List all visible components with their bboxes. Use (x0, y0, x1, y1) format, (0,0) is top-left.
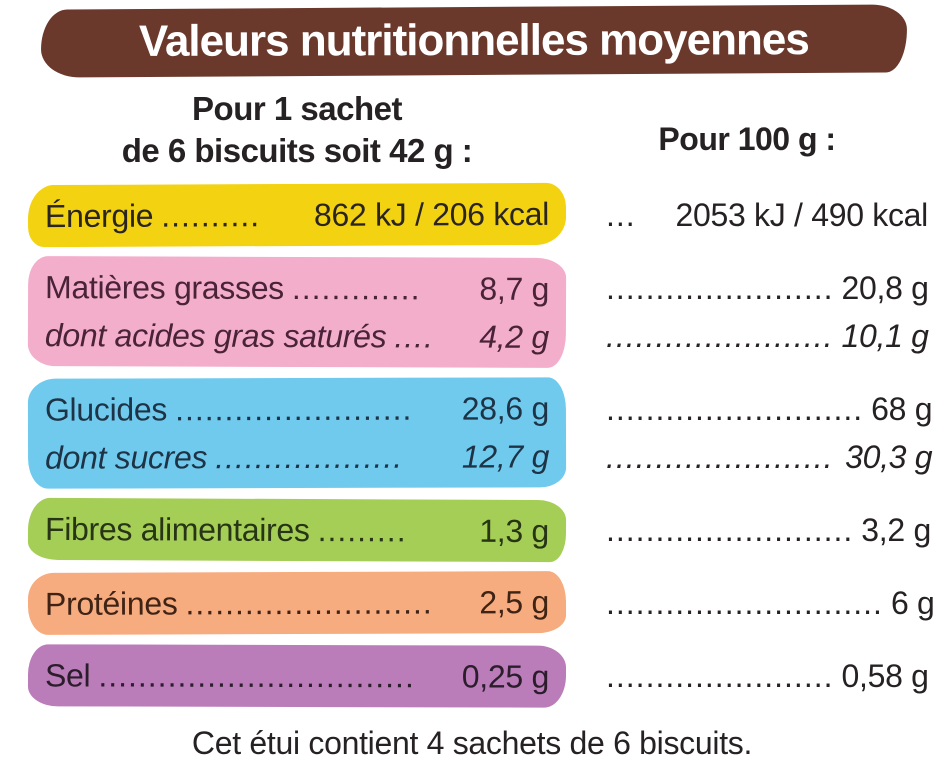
energy-label: Énergie (44, 198, 154, 235)
row-carbohydrates-band: Glucides ........................ 28,6 g… (27, 377, 567, 490)
column-headers: Pour 1 sachet de 6 biscuits soit 42 g : … (28, 88, 928, 172)
saturated-fat-line-per100: ....................... 10,1 g (598, 312, 929, 360)
sugars-line: dont sucres ................... 12,7 g (45, 433, 549, 482)
leader-dots: ......... (317, 512, 407, 549)
leader-dots: ........................ (174, 391, 413, 428)
row-salt-per100: ....................... 0,58 g (598, 645, 929, 707)
row-salt: Sel ................................ 0,2… (27, 644, 929, 709)
salt-line-per100: ....................... 0,58 g (598, 652, 929, 700)
row-fiber-per100: ......................... 3,2 g (598, 499, 931, 561)
salt-line: Sel ................................ 0,2… (45, 652, 549, 701)
carbohydrates-line-per100: .......................... 68 g (598, 385, 933, 433)
row-energy: Énergie .......... 862 kJ / 206 kcal ...… (27, 183, 928, 248)
salt-label: Sel (44, 657, 91, 694)
sugars-value-sachet: 12,7 g (461, 438, 550, 476)
sugars-value-per100: 30,3 g (845, 439, 933, 476)
fat-value-sachet: 8,7 g (479, 271, 550, 308)
sugars-line-per100: ....................... 30,3 g (598, 433, 933, 481)
leader-dots: ....................... (606, 318, 834, 355)
row-energy-band: Énergie .......... 862 kJ / 206 kcal (27, 183, 567, 248)
fiber-value-sachet: 1,3 g (479, 513, 550, 550)
per-sachet-header: Pour 1 sachet de 6 biscuits soit 42 g : (28, 88, 566, 172)
saturated-fat-value-sachet: 4,2 g (479, 319, 549, 356)
leader-dots: ......................... (606, 512, 854, 549)
leader-dots: ................... (215, 439, 404, 476)
leader-dots: ....................... (606, 439, 834, 476)
carbohydrates-line: Glucides ........................ 28,6 g (45, 385, 549, 434)
protein-label: Protéines (44, 585, 178, 623)
row-protein-band: Protéines ......................... 2,5 … (27, 571, 567, 636)
energy-line: Énergie .......... 862 kJ / 206 kcal (45, 190, 549, 240)
fat-line-per100: ....................... 20,8 g (598, 264, 929, 312)
leader-dots: .......... (161, 197, 261, 235)
row-carbohydrates: Glucides ........................ 28,6 g… (27, 377, 933, 490)
row-fat-per100: ....................... 20,8 g .........… (598, 257, 929, 367)
row-fat: Matières grasses ............. 8,7 g don… (27, 256, 929, 369)
leader-dots: ......................... (185, 584, 433, 622)
fiber-value-per100: 3,2 g (861, 512, 931, 549)
saturated-fat-line: dont acides gras saturés .... 4,2 g (45, 312, 549, 362)
fiber-line-per100: ......................... 3,2 g (598, 506, 931, 554)
leader-dots: ............. (291, 270, 421, 307)
footer-note: Cet étui contient 4 sachets de 6 biscuit… (191, 725, 753, 762)
fat-value-per100: 20,8 g (841, 270, 929, 307)
nutrition-label: Valeurs nutritionnelles moyennes Pour 1 … (0, 5, 944, 771)
salt-value-sachet: 0,25 g (461, 658, 550, 696)
energy-line-per100: ... 2053 kJ / 490 kcal (598, 191, 928, 239)
energy-value-per100: 2053 kJ / 490 kcal (675, 197, 928, 234)
saturated-fat-label: dont acides gras saturés (44, 317, 387, 355)
row-fiber-band: Fibres alimentaires ......... 1,3 g (27, 498, 567, 563)
row-salt-band: Sel ................................ 0,2… (27, 644, 567, 709)
protein-value-sachet: 2,5 g (479, 584, 550, 621)
protein-value-per100: 6 g (890, 585, 935, 622)
row-fiber: Fibres alimentaires ......... 1,3 g ....… (27, 498, 931, 563)
leader-dots: ............................ (606, 585, 883, 622)
per-100g-header: Pour 100 g : (658, 120, 836, 157)
leader-dots: .... (394, 318, 434, 355)
fat-line: Matières grasses ............. 8,7 g (45, 264, 549, 314)
header-banner: Valeurs nutritionnelles moyennes (41, 5, 907, 77)
row-carbohydrates-per100: .......................... 68 g ........… (598, 378, 933, 488)
leader-dots: .......................... (606, 391, 864, 428)
fiber-label: Fibres alimentaires (44, 511, 310, 549)
energy-value-sachet: 862 kJ / 206 kcal (313, 196, 550, 234)
carbohydrates-value-per100: 68 g (871, 391, 933, 428)
saturated-fat-value-per100: 10,1 g (841, 318, 929, 355)
nutrition-table: Énergie .......... 862 kJ / 206 kcal ...… (27, 183, 935, 709)
row-protein-per100: ............................ 6 g (598, 572, 935, 634)
carbohydrates-value-sachet: 28,6 g (461, 390, 549, 428)
protein-line: Protéines ......................... 2,5 … (45, 579, 549, 629)
fiber-line: Fibres alimentaires ......... 1,3 g (45, 505, 549, 555)
leader-dots: ... (606, 197, 636, 234)
sugars-label: dont sucres (45, 439, 208, 477)
leader-dots: ....................... (606, 270, 834, 307)
carbohydrates-label: Glucides (44, 391, 168, 429)
fat-label: Matières grasses (45, 269, 284, 307)
salt-value-per100: 0,58 g (841, 658, 929, 695)
per-sachet-header-line1: Pour 1 sachet (192, 90, 402, 127)
leader-dots: ....................... (606, 658, 834, 695)
leader-dots: ................................ (98, 657, 415, 695)
page-title: Valeurs nutritionnelles moyennes (139, 15, 809, 66)
row-protein: Protéines ......................... 2,5 … (27, 571, 935, 636)
row-fat-band: Matières grasses ............. 8,7 g don… (27, 256, 567, 369)
per-sachet-header-line2: de 6 biscuits soit 42 g : (121, 132, 473, 170)
protein-line-per100: ............................ 6 g (598, 579, 935, 627)
row-energy-per100: ... 2053 kJ / 490 kcal (598, 184, 928, 246)
